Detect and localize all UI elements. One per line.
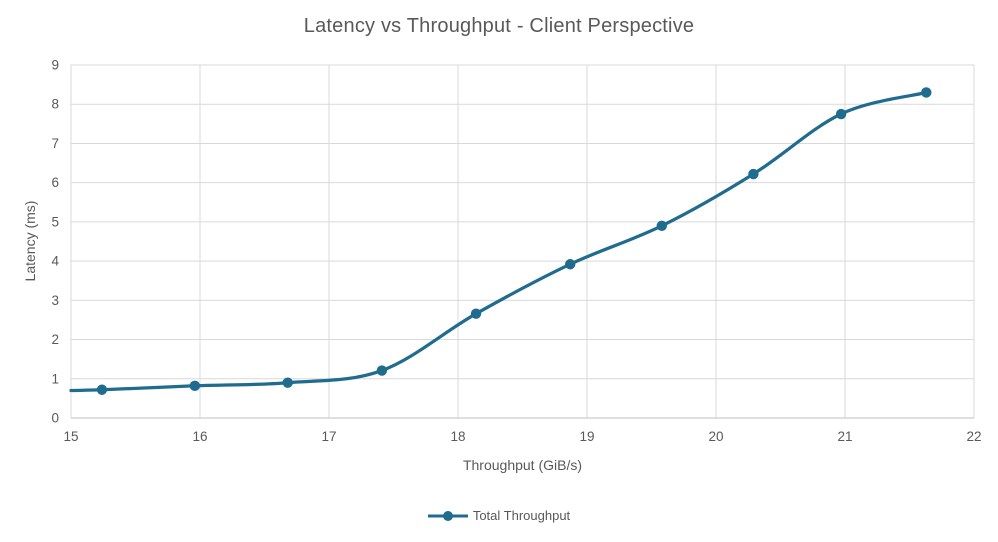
chart-title: Latency vs Throughput - Client Perspecti… bbox=[303, 15, 695, 37]
plot-area: 15 16 17 18 19 20 21 22 0 1 2 3 4 5 6 7 8 9 bbox=[51, 58, 981, 445]
x-tick-label: 19 bbox=[579, 429, 594, 444]
x-tick-label: 15 bbox=[63, 429, 78, 444]
data-point bbox=[835, 108, 847, 120]
legend-swatch-shape bbox=[442, 510, 453, 521]
x-axis-title: Throughput (GiB/s) bbox=[462, 457, 583, 473]
y-tick-label: 4 bbox=[51, 254, 59, 269]
y-tick-label: 9 bbox=[51, 58, 59, 73]
y-tick-label: 5 bbox=[51, 214, 59, 229]
y-tick-label: 8 bbox=[51, 97, 59, 112]
legend-label: Total Throughput bbox=[472, 508, 571, 523]
y-tick-label: 1 bbox=[51, 371, 59, 386]
data-point bbox=[470, 308, 482, 319]
y-tick-label: 3 bbox=[51, 293, 59, 308]
data-point bbox=[96, 384, 108, 395]
y-tick-label: 6 bbox=[51, 175, 59, 190]
x-tick-label: 18 bbox=[450, 429, 465, 444]
x-tick-label: 16 bbox=[192, 429, 207, 444]
series-line bbox=[69, 90, 928, 393]
x-tick-label: 21 bbox=[837, 429, 852, 444]
legend: Total Throughput bbox=[0, 508, 998, 523]
y-tick-label: 7 bbox=[51, 136, 59, 151]
x-tick-label: 17 bbox=[321, 429, 336, 444]
y-tick-label: 0 bbox=[51, 411, 59, 426]
y-axis-title: Latency (ms) bbox=[22, 200, 38, 282]
x-tick-label: 22 bbox=[966, 429, 981, 444]
data-point bbox=[376, 365, 388, 376]
x-tick-label: 20 bbox=[708, 429, 723, 444]
data-point bbox=[748, 168, 759, 180]
data-point bbox=[282, 377, 293, 388]
data-point bbox=[565, 259, 576, 270]
data-point bbox=[189, 380, 201, 392]
y-tick-label: 2 bbox=[51, 332, 59, 347]
data-point bbox=[921, 87, 932, 98]
data-point bbox=[656, 220, 668, 232]
legend-line-marker-icon bbox=[427, 510, 468, 521]
